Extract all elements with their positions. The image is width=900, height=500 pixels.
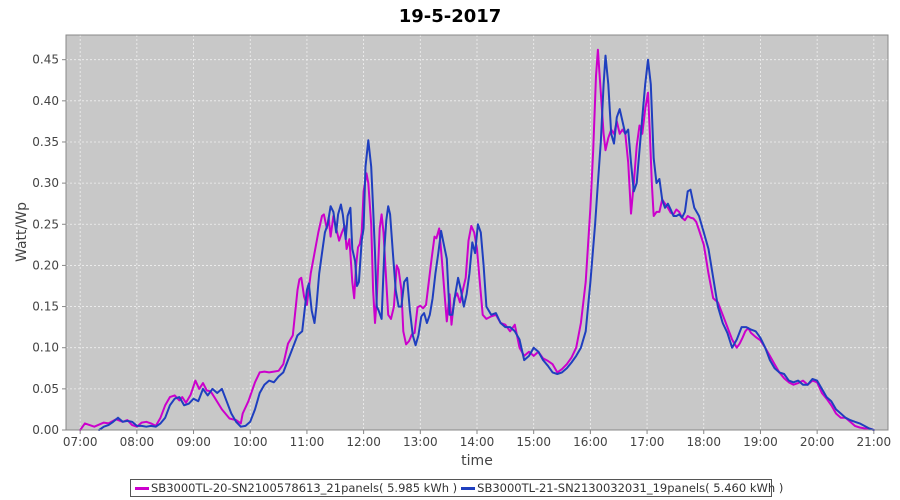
x-tick-label: 10:00: [233, 435, 268, 449]
x-tick-label: 12:00: [346, 435, 381, 449]
y-tick-label: 0.35: [32, 135, 59, 149]
legend-label-series-2: SB3000TL-21-SN2130032031_19panels( 5.460…: [477, 481, 784, 495]
legend-swatch-series-1: [135, 486, 149, 490]
y-tick-label: 0.05: [32, 382, 59, 396]
x-tick-label: 13:00: [403, 435, 438, 449]
x-tick-label: 07:00: [63, 435, 98, 449]
x-tick-label: 11:00: [290, 435, 325, 449]
y-tick-label: 0.15: [32, 300, 59, 314]
x-tick-label: 18:00: [686, 435, 721, 449]
legend: SB3000TL-20-SN2100578613_21panels( 5.985…: [130, 479, 783, 497]
x-tick-label: 15:00: [516, 435, 551, 449]
x-tick-label: 08:00: [120, 435, 155, 449]
x-tick-label: 20:00: [800, 435, 835, 449]
series-line-1: [79, 48, 875, 431]
legend-label-series-1: SB3000TL-20-SN2100578613_21panels( 5.985…: [151, 481, 458, 495]
x-axis-label: time: [461, 453, 493, 469]
x-tick-label: 16:00: [573, 435, 608, 449]
y-axis-label: Watt/Wp: [14, 202, 30, 262]
legend-item-series-1: SB3000TL-20-SN2100578613_21panels( 5.985…: [135, 481, 457, 495]
series-lines: [79, 48, 875, 431]
x-axis-ticks: 07:00 08:00 09:00 10:00 11:00 12:00 13:00 14:00…: [63, 430, 891, 449]
plot-border: [65, 34, 889, 431]
x-tick-label: 09:00: [176, 435, 211, 449]
y-tick-label: 0.25: [32, 217, 59, 231]
x-tick-label: 14:00: [460, 435, 495, 449]
legend-swatch-series-2: [461, 486, 476, 490]
x-tick-label: 21:00: [857, 435, 892, 449]
x-tick-label: 19:00: [743, 435, 778, 449]
y-axis-ticks: 0.00 0.05 0.10 0.15 0.20 0.25 0.30 0.35 0.40 0.45: [32, 53, 66, 437]
y-tick-label: 0.00: [32, 423, 59, 437]
y-tick-label: 0.20: [32, 258, 59, 272]
series-line-2: [98, 54, 875, 431]
y-tick-label: 0.10: [32, 341, 59, 355]
y-tick-label: 0.40: [32, 94, 59, 108]
legend-item-series-2: SB3000TL-21-SN2130032031_19panels( 5.460…: [461, 481, 783, 495]
grid-lines: [66, 35, 888, 431]
chart-title: 19-5-2017: [399, 6, 502, 27]
x-tick-label: 17:00: [630, 435, 665, 449]
y-tick-label: 0.45: [32, 53, 59, 67]
y-tick-label: 0.30: [32, 176, 59, 190]
